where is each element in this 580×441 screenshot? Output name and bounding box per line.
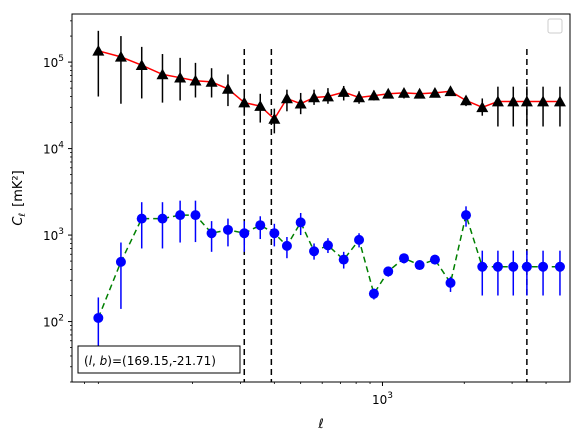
y-tick-label: 103: [43, 227, 64, 243]
data-point: [354, 234, 365, 245]
data-point: [382, 87, 395, 99]
data-point: [444, 85, 457, 97]
data-point: [413, 87, 426, 99]
y-axis-label-units: [mK²]: [11, 170, 26, 207]
data-point: [136, 213, 147, 224]
data-point: [114, 50, 127, 62]
y-axis-label-symbol: C: [11, 216, 26, 226]
data-point: [156, 68, 169, 80]
x-axis-label: ℓ: [317, 417, 323, 432]
data-point: [222, 224, 233, 235]
data-point: [398, 253, 409, 264]
data-point: [520, 95, 533, 107]
y-tick-label: 104: [43, 141, 64, 157]
data-point: [157, 213, 168, 224]
data-point: [294, 97, 307, 109]
data-point: [491, 95, 504, 107]
data-point: [295, 217, 306, 228]
data-point: [308, 91, 321, 103]
y-tick-label: 102: [43, 314, 64, 330]
data-point: [397, 86, 410, 98]
y-axis-label: Cℓ [mK²]: [11, 170, 28, 225]
data-point: [93, 312, 104, 323]
data-point: [189, 74, 202, 86]
plot-area: [92, 30, 566, 382]
data-point: [521, 261, 532, 272]
data-point: [367, 89, 380, 101]
data-point: [205, 75, 218, 87]
data-point: [280, 92, 293, 104]
tick-labels: 102 103 104 105 103: [43, 54, 393, 407]
data-point: [538, 261, 549, 272]
data-point: [507, 95, 520, 107]
data-point: [135, 59, 148, 71]
annotation-box: (l, b)=(169.15,-21.71): [77, 345, 241, 374]
axes-frame: [71, 13, 571, 383]
data-point: [255, 220, 266, 231]
data-point: [353, 91, 366, 103]
x-tick-label: 103: [372, 391, 393, 407]
data-point: [428, 86, 441, 98]
data-point: [309, 246, 320, 257]
data-point: [238, 96, 251, 108]
series-2: [93, 200, 565, 352]
data-point: [92, 44, 105, 56]
data-point: [322, 240, 333, 251]
data-point: [477, 261, 488, 272]
data-point: [206, 228, 217, 239]
data-point: [174, 71, 187, 83]
data-point: [254, 100, 267, 111]
y-tick-label: 105: [43, 54, 64, 70]
data-point: [115, 256, 126, 267]
data-point: [338, 254, 349, 265]
data-point: [553, 95, 566, 107]
data-point: [221, 82, 234, 94]
series-1: [92, 30, 566, 134]
data-point: [554, 261, 565, 272]
legend-box: [547, 18, 563, 34]
data-point: [190, 210, 201, 221]
data-point: [508, 261, 519, 272]
data-point: [281, 240, 292, 251]
annotation-text: (l, b)=(169.15,-21.71): [84, 354, 216, 368]
data-point: [537, 95, 550, 107]
data-point: [239, 228, 250, 239]
data-point: [321, 90, 334, 102]
data-point: [461, 210, 472, 221]
data-point: [383, 266, 394, 277]
axis-ticks: [68, 20, 547, 386]
annotation-frame: [77, 345, 241, 374]
y-axis-label-subscript: ℓ: [18, 213, 28, 218]
data-point: [476, 101, 489, 113]
data-point: [414, 260, 425, 271]
data-point: [429, 254, 440, 265]
data-point: [175, 210, 186, 221]
data-point: [460, 94, 473, 106]
data-point: [492, 261, 503, 272]
data-point: [337, 86, 350, 97]
data-point: [268, 112, 281, 124]
data-point: [368, 288, 379, 299]
data-point: [445, 277, 456, 288]
data-point: [269, 228, 280, 239]
legend: [547, 18, 563, 34]
